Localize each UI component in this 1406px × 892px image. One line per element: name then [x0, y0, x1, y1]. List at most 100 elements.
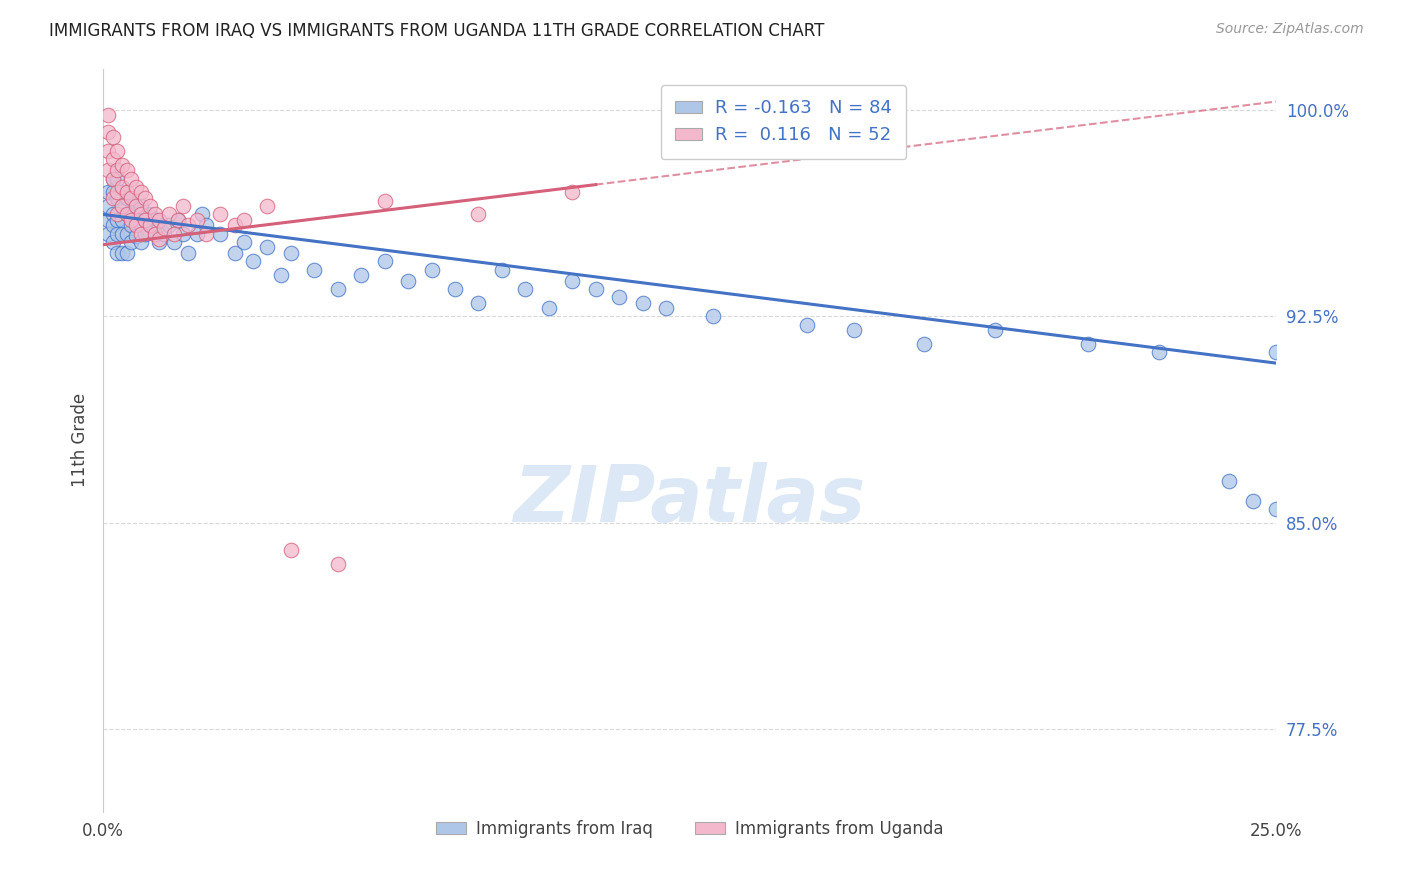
Point: [105, 163, 128, 178]
Point: [143, 213, 166, 227]
Point: [120, 213, 142, 227]
Point: [97, 108, 120, 122]
Point: [176, 219, 198, 233]
Text: ZIPatlas: ZIPatlas: [513, 462, 866, 538]
Point: [129, 186, 152, 200]
Point: [115, 227, 138, 241]
Point: [129, 207, 152, 221]
Point: [1241, 493, 1264, 508]
Point: [148, 235, 170, 249]
Point: [326, 557, 349, 571]
Point: [270, 268, 292, 282]
Point: [702, 310, 724, 324]
Point: [101, 207, 124, 221]
Point: [195, 227, 218, 241]
Point: [139, 219, 162, 233]
Point: [585, 282, 607, 296]
Point: [105, 246, 128, 260]
Point: [190, 207, 212, 221]
Point: [101, 191, 124, 205]
Point: [148, 213, 170, 227]
Point: [444, 282, 467, 296]
Point: [111, 180, 134, 194]
Point: [115, 246, 138, 260]
Point: [97, 213, 120, 227]
Point: [143, 207, 166, 221]
Point: [186, 227, 208, 241]
Point: [607, 290, 630, 304]
Point: [256, 199, 278, 213]
Text: Source: ZipAtlas.com: Source: ZipAtlas.com: [1216, 22, 1364, 37]
Point: [396, 273, 419, 287]
Point: [101, 235, 124, 249]
Point: [162, 227, 184, 241]
Point: [129, 219, 152, 233]
Point: [120, 171, 142, 186]
Point: [125, 219, 148, 233]
Point: [125, 199, 148, 213]
Point: [209, 207, 232, 221]
Point: [134, 227, 156, 241]
Point: [120, 191, 142, 205]
Point: [186, 213, 208, 227]
Point: [139, 207, 162, 221]
Point: [101, 219, 124, 233]
Point: [97, 199, 120, 213]
Point: [195, 219, 218, 233]
Point: [101, 171, 124, 186]
Point: [1265, 345, 1288, 359]
Point: [148, 232, 170, 246]
Point: [280, 543, 302, 558]
Point: [120, 219, 142, 233]
Point: [111, 199, 134, 213]
Point: [139, 199, 162, 213]
Point: [983, 323, 1005, 337]
Point: [134, 213, 156, 227]
Point: [105, 207, 128, 221]
Point: [655, 301, 678, 315]
Point: [467, 295, 489, 310]
Point: [111, 227, 134, 241]
Point: [111, 246, 134, 260]
Point: [1265, 502, 1288, 516]
Point: [912, 336, 935, 351]
Point: [256, 240, 278, 254]
Point: [374, 194, 396, 208]
Point: [796, 318, 818, 332]
Point: [125, 180, 148, 194]
Point: [129, 235, 152, 249]
Point: [232, 213, 254, 227]
Point: [420, 262, 443, 277]
Point: [304, 262, 326, 277]
Point: [115, 186, 138, 200]
Point: [167, 213, 190, 227]
Text: IMMIGRANTS FROM IRAQ VS IMMIGRANTS FROM UGANDA 11TH GRADE CORRELATION CHART: IMMIGRANTS FROM IRAQ VS IMMIGRANTS FROM …: [49, 22, 824, 40]
Point: [115, 191, 138, 205]
Point: [153, 227, 176, 241]
Point: [101, 171, 124, 186]
Point: [162, 235, 184, 249]
Point: [242, 254, 264, 268]
Point: [105, 171, 128, 186]
Point: [129, 199, 152, 213]
Point: [1147, 345, 1170, 359]
Point: [129, 227, 152, 241]
Legend: Immigrants from Iraq, Immigrants from Uganda: Immigrants from Iraq, Immigrants from Ug…: [429, 814, 950, 845]
Point: [105, 186, 128, 200]
Point: [167, 213, 190, 227]
Point: [97, 227, 120, 241]
Point: [561, 186, 583, 200]
Point: [1218, 475, 1240, 489]
Point: [97, 186, 120, 200]
Point: [491, 262, 513, 277]
Point: [97, 144, 120, 158]
Point: [111, 158, 134, 172]
Point: [232, 235, 254, 249]
Point: [97, 163, 120, 178]
Point: [209, 227, 232, 241]
Point: [105, 227, 128, 241]
Point: [134, 191, 156, 205]
Point: [101, 130, 124, 145]
Point: [105, 213, 128, 227]
Point: [467, 207, 489, 221]
